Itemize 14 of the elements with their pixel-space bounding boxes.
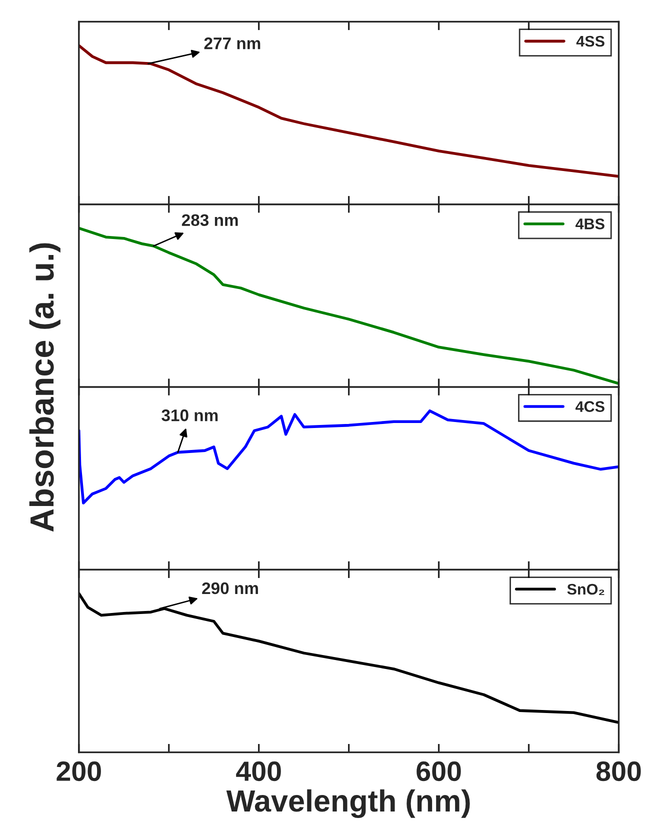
- legend-label: 4CS: [576, 401, 604, 412]
- annotation: 283 nm: [182, 214, 238, 226]
- legend-label: 4BS: [576, 218, 604, 230]
- annotation: 290 nm: [202, 582, 258, 594]
- legend-label: SnO₂: [567, 584, 604, 595]
- annotation: 277 nm: [204, 37, 260, 50]
- x-tick-label: 800: [596, 761, 641, 782]
- x-tick-label: 200: [56, 761, 101, 782]
- x-tick-label: 600: [416, 761, 461, 782]
- annotation: 310 nm: [162, 409, 218, 422]
- x-tick-label: 400: [236, 761, 281, 782]
- y-axis-title: Absorbance (a. u.): [29, 243, 60, 532]
- legend-label: 4SS: [576, 36, 604, 47]
- x-axis-title: Wavelength (nm): [226, 789, 470, 818]
